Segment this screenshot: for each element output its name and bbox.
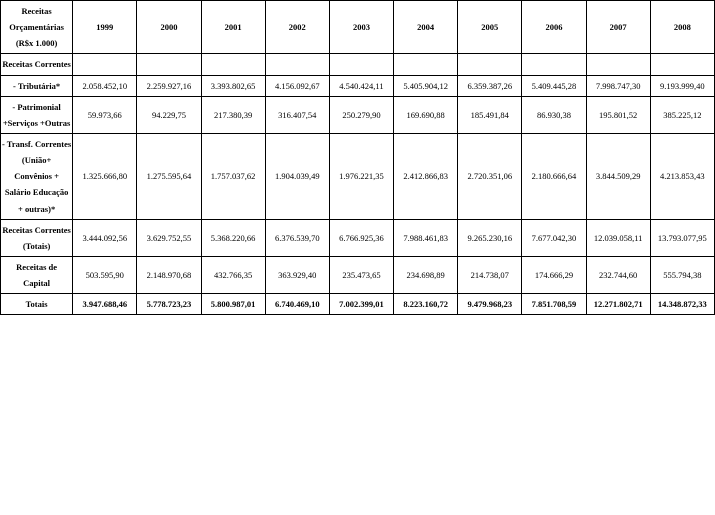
cell: 4.540.424,11: [329, 75, 393, 96]
cell: [458, 54, 522, 75]
table-row: Receitas de Capital 503.595,90 2.148.970…: [1, 256, 715, 293]
cell: 5.368.220,66: [201, 219, 265, 256]
cell: 3.629.752,55: [137, 219, 201, 256]
cell: 7.998.747,30: [586, 75, 650, 96]
cell: 3.947.688,46: [73, 294, 137, 315]
cell: 3.844.509,29: [586, 133, 650, 219]
cell: 3.444.092,56: [73, 219, 137, 256]
row-label: - Tributária*: [1, 75, 73, 96]
cell: 250.279,90: [329, 96, 393, 133]
cell: 432.766,35: [201, 256, 265, 293]
cell: 1.325.666,80: [73, 133, 137, 219]
cell: 169.690,88: [394, 96, 458, 133]
cell: [586, 54, 650, 75]
cell: [329, 54, 393, 75]
cell: 6.766.925,36: [329, 219, 393, 256]
cell: 4.156.092,67: [265, 75, 329, 96]
cell: 234.698,89: [394, 256, 458, 293]
header-year: 2000: [137, 1, 201, 54]
cell: 59.973,66: [73, 96, 137, 133]
cell: [265, 54, 329, 75]
table-row: - Transf. Correntes (União+ Convênios + …: [1, 133, 715, 219]
cell: 195.801,52: [586, 96, 650, 133]
cell: 2.412.866,83: [394, 133, 458, 219]
cell: 3.393.802,65: [201, 75, 265, 96]
cell: [137, 54, 201, 75]
cell: 9.479.968,23: [458, 294, 522, 315]
row-label: - Transf. Correntes (União+ Convênios + …: [1, 133, 73, 219]
cell: 9.193.999,40: [650, 75, 714, 96]
cell: 174.666,29: [522, 256, 586, 293]
cell: 2.148.970,68: [137, 256, 201, 293]
header-year: 1999: [73, 1, 137, 54]
header-year: 2003: [329, 1, 393, 54]
cell: 316.407,54: [265, 96, 329, 133]
header-year: 2002: [265, 1, 329, 54]
cell: 6.359.387,26: [458, 75, 522, 96]
cell: 385.225,12: [650, 96, 714, 133]
cell: 13.793.077,95: [650, 219, 714, 256]
cell: [394, 54, 458, 75]
cell: 5.409.445,28: [522, 75, 586, 96]
header-year: 2006: [522, 1, 586, 54]
cell: 1.976.221,35: [329, 133, 393, 219]
cell: 14.348.872,33: [650, 294, 714, 315]
cell: 214.738,07: [458, 256, 522, 293]
cell: 5.405.904,12: [394, 75, 458, 96]
cell: 5.778.723,23: [137, 294, 201, 315]
table-row: - Patrimonial +Serviços +Outras 59.973,6…: [1, 96, 715, 133]
cell: 5.800.987,01: [201, 294, 265, 315]
header-year: 2005: [458, 1, 522, 54]
table-row: - Tributária* 2.058.452,10 2.259.927,16 …: [1, 75, 715, 96]
row-label: Receitas Correntes (Totais): [1, 219, 73, 256]
budget-revenue-table: Receitas Orçamentárias (R$x 1.000) 1999 …: [0, 0, 715, 315]
cell: 12.039.058,11: [586, 219, 650, 256]
cell: 555.794,38: [650, 256, 714, 293]
header-rowlabel: Receitas Orçamentárias (R$x 1.000): [1, 1, 73, 54]
cell: [650, 54, 714, 75]
cell: 2.058.452,10: [73, 75, 137, 96]
cell: 2.180.666,64: [522, 133, 586, 219]
cell: 6.376.539,70: [265, 219, 329, 256]
cell: 235.473,65: [329, 256, 393, 293]
cell: 217.380,39: [201, 96, 265, 133]
cell: 1.275.595,64: [137, 133, 201, 219]
row-label: Receitas de Capital: [1, 256, 73, 293]
cell: 1.904.039,49: [265, 133, 329, 219]
header-year: 2001: [201, 1, 265, 54]
table-row-totals: Totais 3.947.688,46 5.778.723,23 5.800.9…: [1, 294, 715, 315]
cell: [73, 54, 137, 75]
cell: 7.677.042,30: [522, 219, 586, 256]
header-year: 2004: [394, 1, 458, 54]
cell: 7.002.399,01: [329, 294, 393, 315]
cell: [201, 54, 265, 75]
cell: 9.265.230,16: [458, 219, 522, 256]
cell: 185.491,84: [458, 96, 522, 133]
cell: [522, 54, 586, 75]
cell: 363.929,40: [265, 256, 329, 293]
header-row: Receitas Orçamentárias (R$x 1.000) 1999 …: [1, 1, 715, 54]
header-year: 2007: [586, 1, 650, 54]
cell: 12.271.802,71: [586, 294, 650, 315]
cell: 2.259.927,16: [137, 75, 201, 96]
cell: 4.213.853,43: [650, 133, 714, 219]
header-year: 2008: [650, 1, 714, 54]
row-label: - Patrimonial +Serviços +Outras: [1, 96, 73, 133]
cell: 8.223.160,72: [394, 294, 458, 315]
cell: 6.740.469,10: [265, 294, 329, 315]
cell: 232.744,60: [586, 256, 650, 293]
table-row: Receitas Correntes: [1, 54, 715, 75]
cell: 7.851.708,59: [522, 294, 586, 315]
cell: 1.757.037,62: [201, 133, 265, 219]
row-label: Receitas Correntes: [1, 54, 73, 75]
cell: 2.720.351,06: [458, 133, 522, 219]
cell: 86.930,38: [522, 96, 586, 133]
table-row: Receitas Correntes (Totais) 3.444.092,56…: [1, 219, 715, 256]
cell: 7.988.461,83: [394, 219, 458, 256]
cell: 503.595,90: [73, 256, 137, 293]
cell: 94.229,75: [137, 96, 201, 133]
row-label: Totais: [1, 294, 73, 315]
